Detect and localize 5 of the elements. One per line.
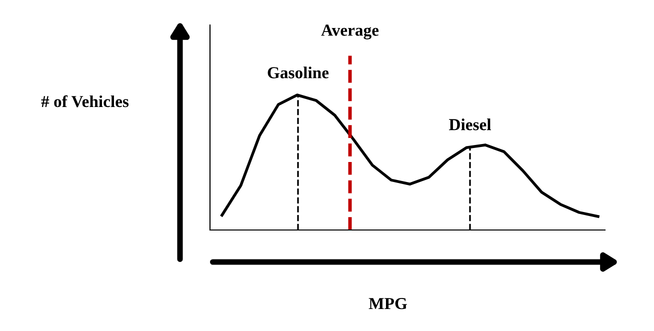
y-axis-title: # of Vehicles [41, 95, 129, 108]
annotation: Diesel [449, 118, 492, 130]
text: Gasoline [268, 66, 329, 78]
text: Average [321, 24, 379, 40]
x-axis-title: MPG [368, 298, 407, 310]
